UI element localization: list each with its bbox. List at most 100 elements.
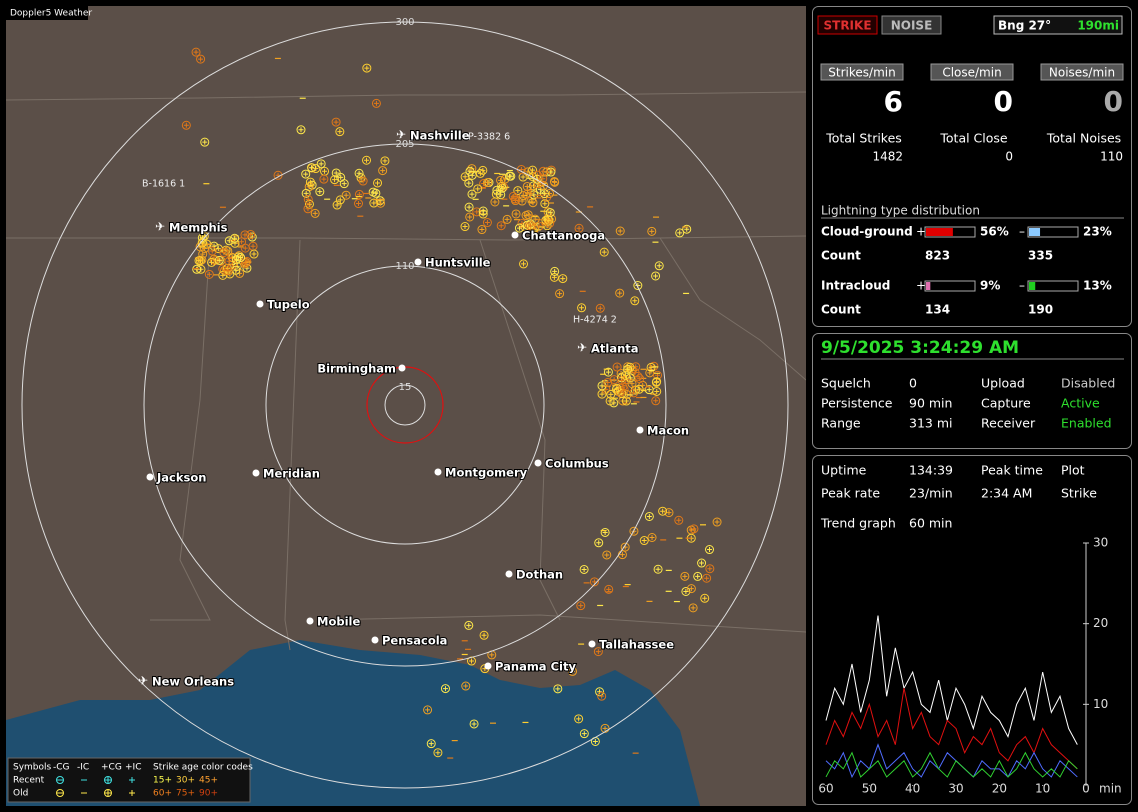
trend-label: Trend graph	[820, 516, 896, 531]
strike-ring	[517, 218, 527, 228]
strike-cross	[312, 210, 318, 216]
strike-cross	[469, 658, 475, 664]
strike-ring	[380, 156, 390, 166]
strike-ring	[553, 684, 563, 694]
status-field: Capture	[981, 396, 1031, 411]
strike-cross	[599, 383, 605, 389]
strike-ring	[653, 564, 663, 574]
mode-button[interactable]	[881, 15, 942, 35]
strike-symbol	[634, 384, 644, 394]
strike-symbol	[593, 647, 603, 657]
airport-icon: ✈	[138, 674, 148, 688]
distribution-title: Lightning type distribution	[821, 204, 980, 218]
strike-symbol	[378, 166, 388, 176]
strike-cross	[466, 204, 472, 210]
strike-symbol	[540, 199, 550, 209]
city-label: Dothan	[516, 568, 563, 582]
strike-ring	[191, 47, 201, 57]
city-dot	[505, 570, 513, 578]
strike-symbol	[639, 536, 649, 546]
status-field: Active	[1061, 396, 1100, 411]
strike-ring	[335, 195, 345, 205]
strike-ring	[555, 289, 565, 299]
strike-cross	[428, 741, 434, 747]
strike-symbol	[472, 207, 482, 217]
mode-button[interactable]	[817, 15, 878, 35]
city-dot	[414, 258, 422, 266]
strike-cross	[699, 560, 705, 566]
strike-ring	[618, 382, 628, 392]
strike-ring	[246, 229, 256, 239]
station-label: P-3382 6	[468, 132, 510, 143]
legend: Symbols -CG -IC +CG +IC Strike age color code…	[7, 757, 253, 803]
strike-symbol	[460, 222, 470, 232]
rate-label: Close/min	[942, 66, 1001, 80]
strike-ring	[652, 386, 662, 396]
strike-symbol	[538, 166, 548, 176]
strike-ring	[358, 176, 368, 186]
range-label: 110	[395, 261, 414, 272]
strike-cross	[442, 686, 448, 692]
strike-cross	[510, 193, 516, 199]
strike-cross	[595, 649, 601, 655]
trend-line	[825, 743, 1078, 779]
share-label: 23%	[1083, 225, 1112, 239]
city-label: Tupelo	[267, 298, 310, 312]
strike-symbol	[594, 538, 604, 548]
panel-borders	[812, 6, 1132, 805]
strike-cross	[542, 201, 548, 207]
strike-symbol	[483, 178, 493, 188]
strike-ring	[209, 241, 219, 251]
total-label: Total Noises	[1046, 131, 1121, 146]
city-dot	[434, 468, 442, 476]
strike-cross	[579, 305, 585, 311]
range-ring	[143, 143, 667, 667]
strike-ring	[674, 515, 684, 525]
strike-cross	[581, 566, 587, 572]
strike-symbol	[605, 396, 615, 406]
strike-ring	[511, 209, 521, 219]
strike-symbol	[354, 199, 364, 209]
status-field: Receiver	[981, 416, 1036, 431]
city-label: Tallahassee	[599, 638, 674, 652]
strike-cross	[356, 170, 362, 176]
legend-header: Strike age color codes	[153, 763, 253, 773]
strike-ring	[423, 705, 433, 715]
strike-symbol	[618, 382, 628, 392]
strike-ring	[644, 511, 654, 521]
strike-cross	[485, 180, 491, 186]
strike-ring	[595, 303, 605, 313]
strike-ring	[544, 215, 554, 225]
strike-ring	[689, 524, 699, 534]
sign: +	[916, 279, 926, 293]
strike-symbol	[304, 199, 314, 209]
strike-symbol	[651, 377, 661, 387]
strike-symbol	[522, 181, 532, 191]
strike-cross	[578, 603, 584, 609]
strike-symbol	[301, 188, 311, 198]
total-value: 110	[1100, 150, 1123, 164]
strike-cross	[576, 716, 582, 722]
strike-ring	[623, 364, 633, 374]
strike-cross	[475, 186, 481, 192]
strike-cross	[690, 605, 696, 611]
strike-symbol	[464, 202, 474, 212]
strike-ring	[496, 175, 506, 185]
strike-symbol	[511, 209, 521, 219]
type-label: Intracloud	[821, 279, 890, 293]
strike-symbol	[478, 165, 488, 175]
strike-cross	[370, 189, 376, 195]
strike-cross	[623, 398, 629, 404]
strike-ring	[605, 396, 615, 406]
legend-symbol	[129, 777, 135, 783]
strike-cross	[474, 209, 480, 215]
legend-symbol	[56, 789, 64, 797]
y-tick-label: 10	[1093, 697, 1108, 711]
strike-cross	[305, 196, 311, 202]
count-value: 335	[1028, 249, 1053, 263]
strike-symbol	[606, 389, 616, 399]
strike-symbol	[331, 117, 341, 127]
strike-symbol	[693, 571, 703, 581]
strike-ring	[465, 212, 475, 222]
strike-ring	[378, 166, 388, 176]
